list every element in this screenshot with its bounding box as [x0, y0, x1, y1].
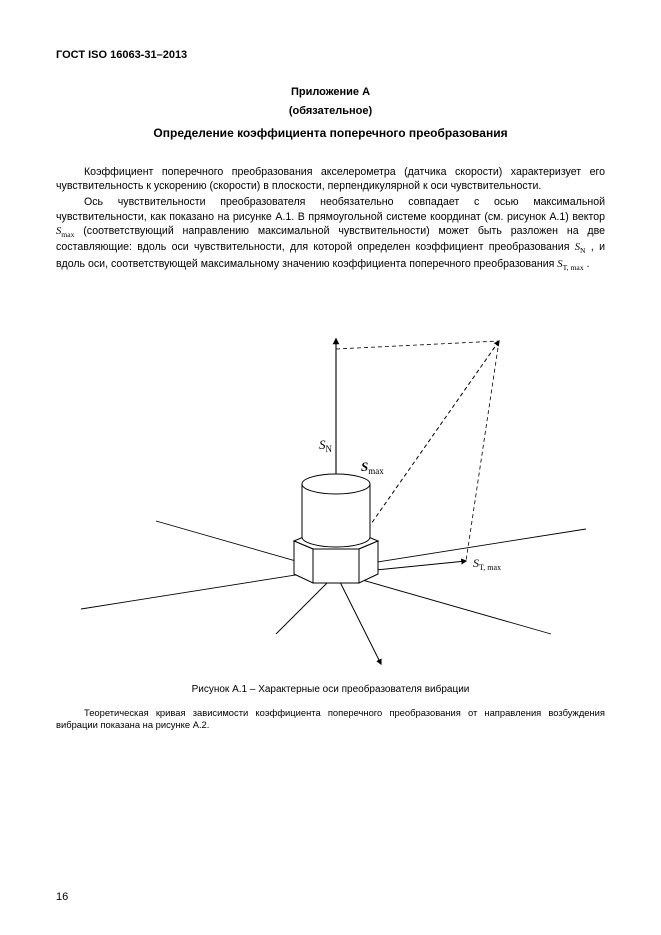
axis-down — [336, 574, 381, 664]
page: ГОСТ ISO 16063-31–2013 Приложение А (обя… — [0, 0, 661, 935]
cyl-top-ellipse — [302, 474, 370, 494]
annex-title: Определение коэффициента поперечного пре… — [56, 125, 605, 141]
symbol-stmax: ST, max — [557, 259, 583, 270]
hex-face-left — [294, 541, 313, 583]
doc-id-header: ГОСТ ISO 16063-31–2013 — [56, 48, 605, 63]
symbol-sn: SN — [575, 242, 586, 253]
figure-a1-svg: SN Smax ST, max — [61, 279, 601, 679]
paragraph-2: Ось чувствительности преобразователя нео… — [56, 195, 605, 273]
label-sn: SN — [319, 437, 333, 454]
figure-a1: SN Smax ST, max — [56, 279, 605, 679]
aux-top — [336, 341, 499, 349]
hex-face-right — [359, 541, 378, 583]
p2-part-a: Ось чувствительности преобразователя нео… — [56, 196, 605, 222]
p2-part-b: (соответствующий направлению максимально… — [56, 225, 605, 253]
annex-label: Приложение А — [56, 85, 605, 100]
paragraph-3: Теоретическая кривая зависимости коэффиц… — [56, 707, 605, 732]
label-smax: Smax — [361, 459, 384, 476]
hex-face-mid — [313, 549, 359, 583]
paragraph-1: Коэффициент поперечного преобразования а… — [56, 165, 605, 194]
symbol-smax: Smax — [56, 226, 74, 237]
label-stmax: ST, max — [473, 556, 501, 572]
aux-right — [466, 341, 499, 561]
figure-caption: Рисунок А.1 – Характерные оси преобразов… — [56, 683, 605, 697]
annex-type: (обязательное) — [56, 104, 605, 119]
p2-part-d: . — [587, 258, 590, 270]
page-number: 16 — [56, 890, 68, 905]
